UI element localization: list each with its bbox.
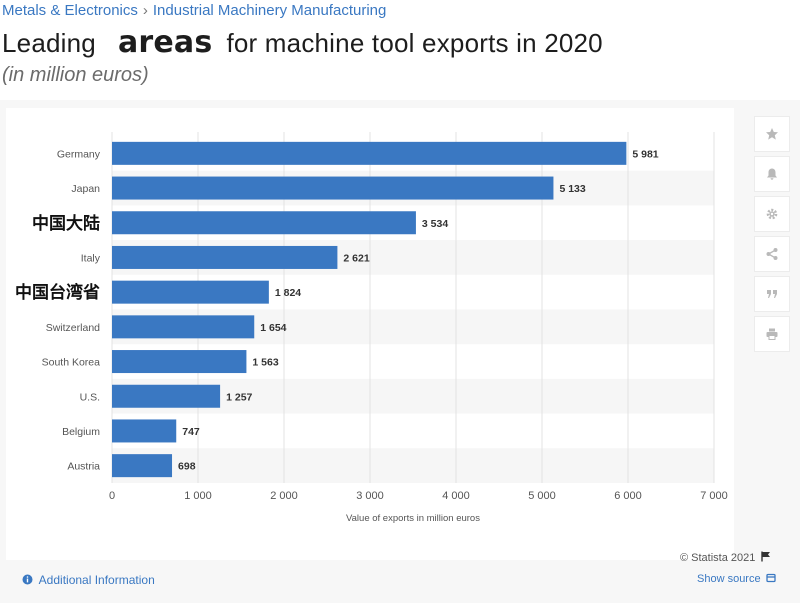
bar-chart: Germany 5 981 Japan 5 133 中国大陆 3 534 Italy 2 62… xyxy=(15,132,728,524)
x-tick-label: 1 000 xyxy=(184,490,212,502)
title-part-leading: Leading xyxy=(2,28,96,58)
additional-information-link[interactable]: Additional Information xyxy=(22,573,155,587)
breadcrumb-separator: › xyxy=(142,2,148,19)
x-tick-label: 4 000 xyxy=(442,490,470,502)
x-tick-label: 2 000 xyxy=(270,490,298,502)
breadcrumb-item-subcategory[interactable]: Industrial Machinery Manufacturing xyxy=(152,2,387,19)
x-tick-label: 5 000 xyxy=(528,490,556,502)
value-label: 5 981 xyxy=(632,148,658,160)
row-band xyxy=(112,448,714,483)
bar[interactable] xyxy=(112,211,416,235)
quote-icon[interactable] xyxy=(754,276,790,312)
x-tick-label: 7 000 xyxy=(700,490,728,502)
value-label: 747 xyxy=(182,426,200,438)
show-source-label: Show source xyxy=(697,573,761,585)
bell-icon[interactable] xyxy=(754,156,790,192)
category-label: Belgium xyxy=(62,426,100,438)
value-label: 1 654 xyxy=(260,322,286,334)
category-label: 中国台湾省 xyxy=(15,282,100,303)
page-subtitle: (in million euros) xyxy=(2,64,149,86)
category-label: Germany xyxy=(57,148,101,160)
info-icon xyxy=(22,573,39,587)
x-tick-label: 6 000 xyxy=(614,490,642,502)
category-label: U.S. xyxy=(80,391,100,403)
value-label: 5 133 xyxy=(559,183,585,195)
copyright-text: © Statista 2021 xyxy=(680,552,756,564)
bar[interactable] xyxy=(112,245,338,269)
copyright-notice: © Statista 2021 xyxy=(680,551,771,564)
bar[interactable] xyxy=(112,419,177,443)
bar[interactable] xyxy=(112,176,554,200)
source-icon xyxy=(764,573,776,585)
category-label: Austria xyxy=(67,461,100,473)
page-title: Leading areas for machine tool exports in … xyxy=(2,25,603,60)
bar[interactable] xyxy=(112,384,221,408)
value-label: 1 563 xyxy=(252,357,278,369)
chart-card: Germany 5 981 Japan 5 133 中国大陆 3 534 Italy 2 62… xyxy=(6,108,734,560)
title-part-rest: for machine tool exports in 2020 xyxy=(226,28,603,58)
bar[interactable] xyxy=(112,350,247,374)
value-label: 1 824 xyxy=(275,287,301,299)
title-part-areas: areas xyxy=(117,25,213,60)
share-icon[interactable] xyxy=(754,236,790,272)
x-tick-label: 0 xyxy=(109,490,115,502)
category-label: Japan xyxy=(71,183,100,195)
category-label: South Korea xyxy=(42,357,101,369)
category-label: Switzerland xyxy=(46,322,100,334)
bar[interactable] xyxy=(112,141,627,165)
print-icon[interactable] xyxy=(754,316,790,352)
show-source-link[interactable]: Show source xyxy=(697,573,776,585)
gear-icon[interactable] xyxy=(754,196,790,232)
category-label: Italy xyxy=(81,252,101,264)
flag-icon[interactable] xyxy=(758,551,771,564)
category-label: 中国大陆 xyxy=(32,213,100,234)
x-axis-title: Value of exports in million euros xyxy=(346,513,480,524)
chart-toolbar xyxy=(754,116,790,356)
bar[interactable] xyxy=(112,454,173,478)
star-icon[interactable] xyxy=(754,116,790,152)
x-tick-label: 3 000 xyxy=(356,490,384,502)
value-label: 1 257 xyxy=(226,391,252,403)
value-label: 698 xyxy=(178,461,196,473)
breadcrumb-item-category[interactable]: Metals & Electronics xyxy=(2,2,138,19)
additional-information-label: Additional Information xyxy=(38,573,155,587)
breadcrumb: Metals & Electronics › Industrial Machiner… xyxy=(2,2,386,19)
value-label: 3 534 xyxy=(422,218,448,230)
bar[interactable] xyxy=(112,315,255,339)
value-label: 2 621 xyxy=(343,252,369,264)
bar[interactable] xyxy=(112,280,269,304)
